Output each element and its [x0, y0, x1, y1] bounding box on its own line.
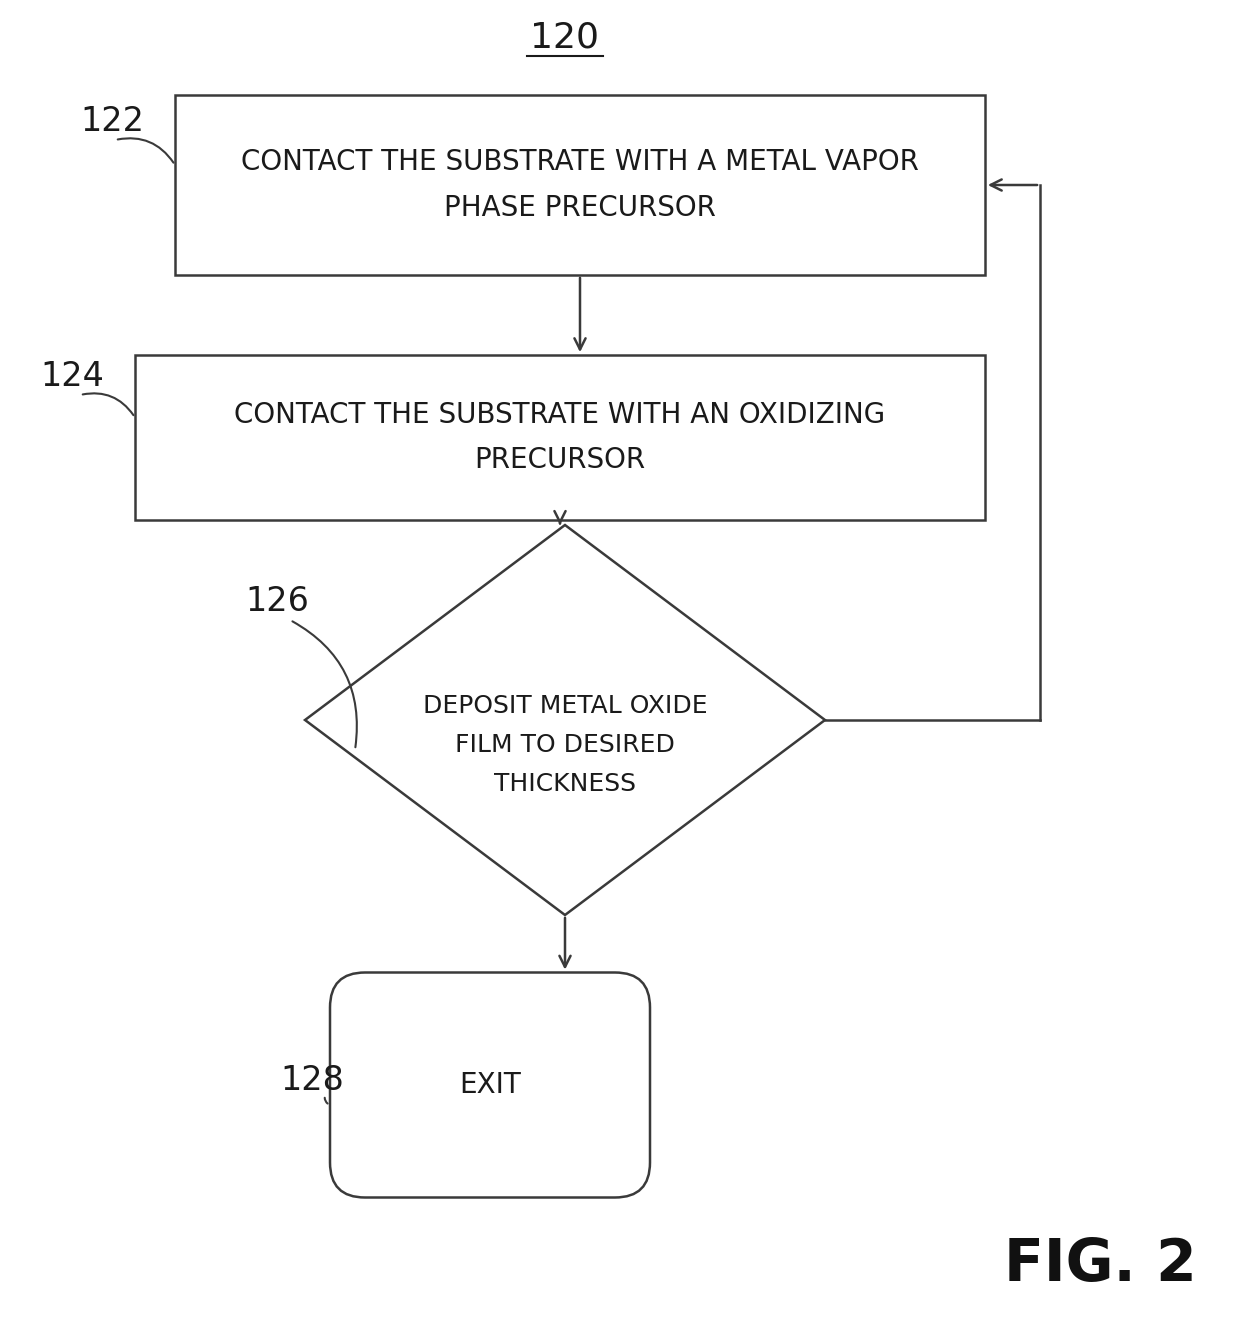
Text: EXIT: EXIT [459, 1071, 521, 1099]
Text: CONTACT THE SUBSTRATE WITH A METAL VAPOR
PHASE PRECURSOR: CONTACT THE SUBSTRATE WITH A METAL VAPOR… [241, 148, 919, 222]
Text: FIG. 2: FIG. 2 [1003, 1236, 1197, 1293]
Bar [175, 95, 985, 275]
Text: 122: 122 [81, 104, 144, 137]
Text: 120: 120 [531, 21, 599, 56]
Text: 128: 128 [280, 1063, 343, 1096]
Text: 126: 126 [246, 586, 309, 617]
Text: 124: 124 [40, 360, 104, 393]
Text: CONTACT THE SUBSTRATE WITH AN OXIDIZING
PRECURSOR: CONTACT THE SUBSTRATE WITH AN OXIDIZING … [234, 401, 885, 475]
Text: DEPOSIT METAL OXIDE
FILM TO DESIRED
THICKNESS: DEPOSIT METAL OXIDE FILM TO DESIRED THIC… [423, 694, 707, 796]
Bar [135, 356, 985, 520]
FancyBboxPatch shape [330, 973, 650, 1198]
Polygon shape [305, 525, 825, 915]
